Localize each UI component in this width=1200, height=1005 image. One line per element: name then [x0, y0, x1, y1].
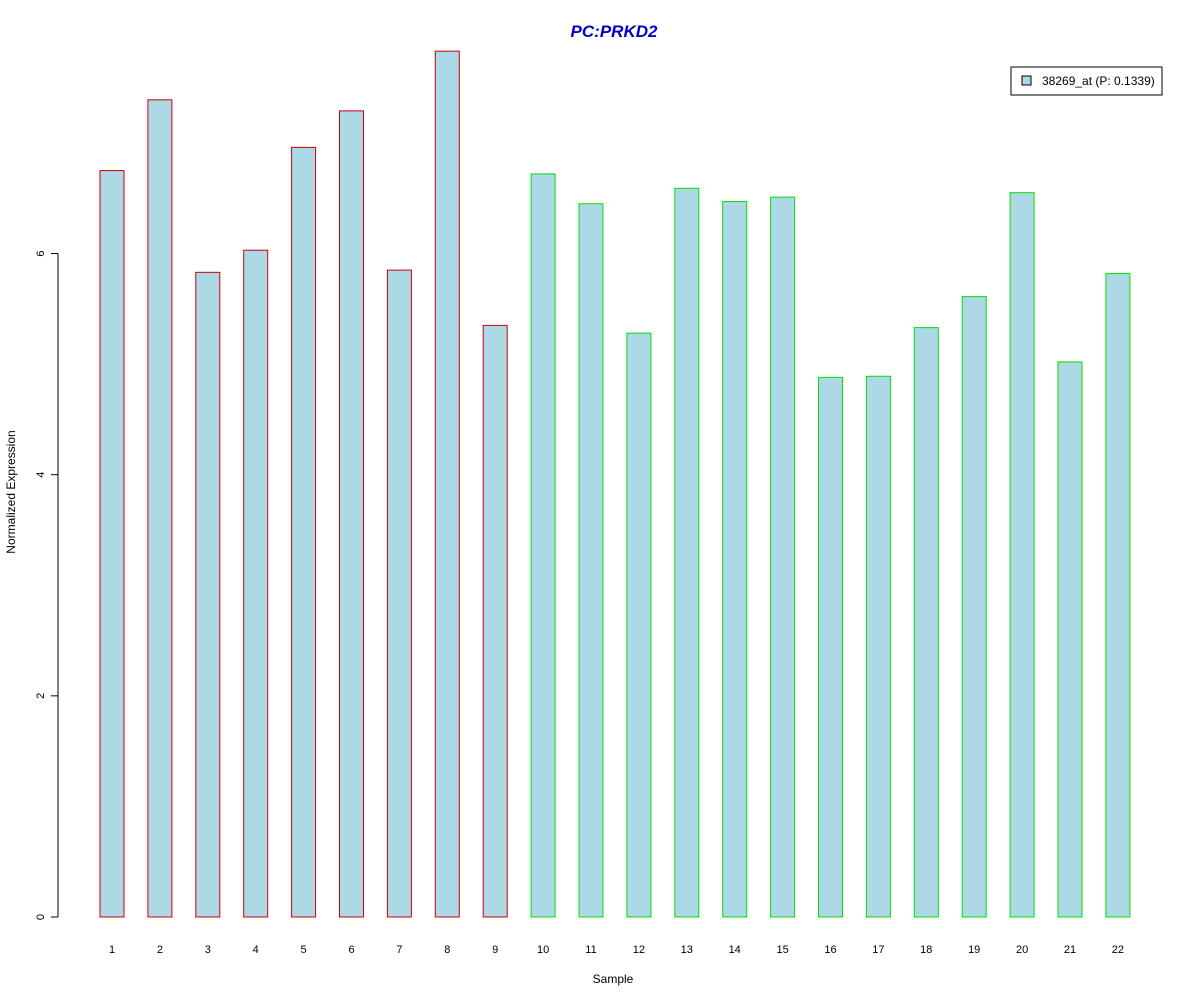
x-axis-label: Sample [593, 972, 634, 986]
x-tick-label: 7 [396, 944, 402, 956]
bars-group [99, 50, 1131, 918]
bar-sample-2 [147, 99, 173, 918]
bar-sample-14 [722, 201, 748, 918]
bar-sample-10 [530, 173, 556, 918]
bar-sample-7 [386, 269, 412, 918]
bar-sample-19 [961, 296, 987, 918]
x-tick-label: 21 [1064, 944, 1076, 956]
x-tick-label: 14 [729, 944, 741, 956]
bar-sample-12 [626, 332, 652, 918]
x-tick-label: 2 [157, 944, 163, 956]
bar-sample-13 [674, 187, 700, 918]
bar-sample-5 [291, 146, 317, 918]
bar-sample-16 [818, 376, 843, 918]
x-tick-label: 9 [492, 944, 498, 956]
legend: 38269_at (P: 0.1339) [1010, 66, 1163, 96]
bar-sample-4 [243, 249, 269, 918]
x-tick-label: 17 [872, 944, 884, 956]
x-tick-label: 15 [776, 944, 788, 956]
bar-sample-3 [195, 271, 221, 918]
x-tick-label: 8 [444, 944, 450, 956]
bar-sample-22 [1105, 272, 1131, 918]
x-tick-label: 19 [968, 944, 980, 956]
x-tick-label: 12 [633, 944, 645, 956]
y-tick-label: 0 [35, 914, 47, 920]
bar-sample-20 [1009, 192, 1035, 918]
bar-sample-1 [99, 170, 125, 918]
y-tick-label: 6 [35, 250, 47, 256]
x-tick-label: 3 [205, 944, 211, 956]
x-tick-label: 10 [537, 944, 549, 956]
x-tick-labels: 1 2 3 4 5 6 7 8 9 10 11 12 13 14 15 16 17 18 19 20 21 22 [109, 944, 1124, 956]
legend-box [1010, 66, 1163, 96]
x-tick-label: 4 [253, 944, 259, 956]
legend-swatch [1021, 75, 1032, 86]
chart-title: PC:PRKD2 [571, 22, 658, 41]
bar-sample-8 [434, 50, 460, 918]
bar-sample-9 [482, 324, 508, 918]
x-tick-label: 18 [920, 944, 932, 956]
legend-label: 38269_at (P: 0.1339) [1042, 74, 1155, 88]
x-tick-label: 6 [348, 944, 354, 956]
bar-sample-15 [770, 196, 796, 918]
x-tick-label: 22 [1112, 944, 1124, 956]
bar-sample-11 [578, 203, 604, 918]
bar-sample-18 [913, 327, 939, 918]
y-axis: 0 2 4 6 [35, 250, 59, 920]
y-tick-label: 4 [35, 472, 47, 478]
x-tick-label: 5 [301, 944, 307, 956]
x-tick-label: 11 [585, 944, 596, 956]
y-tick-label: 2 [35, 693, 47, 699]
x-tick-label: 1 [109, 944, 115, 956]
bar-sample-6 [339, 110, 364, 918]
bar-sample-17 [865, 375, 891, 918]
x-tick-label: 20 [1016, 944, 1028, 956]
x-tick-label: 13 [681, 944, 693, 956]
y-axis-label: Normalized Expression [4, 430, 18, 553]
x-tick-label: 16 [824, 944, 836, 956]
bar-sample-21 [1057, 361, 1083, 918]
